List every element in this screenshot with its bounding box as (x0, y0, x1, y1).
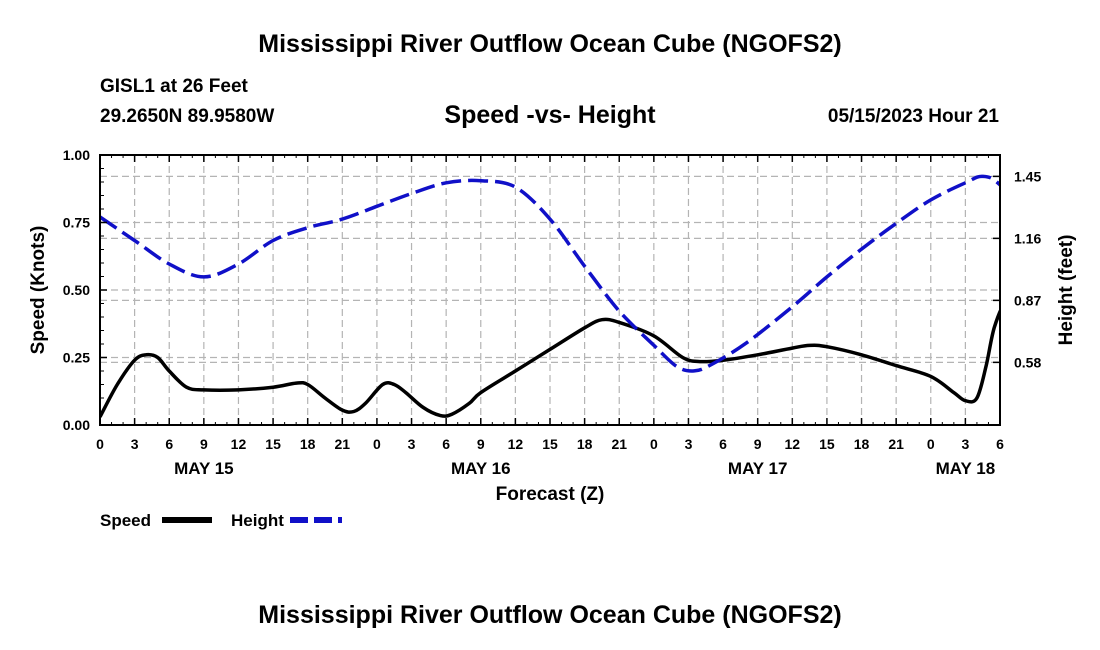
x-tick-label: 12 (231, 436, 247, 452)
x-tick-label: 15 (265, 436, 281, 452)
y2-axis-title: Height (feet) (1056, 235, 1077, 346)
x-tick-label: 9 (477, 436, 485, 452)
main-title: Mississippi River Outflow Ocean Cube (NG… (258, 30, 842, 58)
legend: Speed Height (100, 511, 342, 530)
y-tick-label: 0.00 (63, 417, 90, 433)
y-tick-label: 0.50 (63, 282, 90, 298)
x-tick-label: 0 (927, 436, 935, 452)
y2-tick-label: 0.87 (1014, 292, 1041, 308)
x-tick-label: 18 (577, 436, 593, 452)
x-tick-label: 9 (754, 436, 762, 452)
x-tick-label: 3 (961, 436, 969, 452)
legend-height-label: Height (231, 511, 284, 530)
grid-lines (100, 155, 1000, 425)
x-tick-label: 21 (611, 436, 627, 452)
x-tick-label: 6 (442, 436, 450, 452)
x-tick-label: 6 (996, 436, 1004, 452)
y-axis-title: Speed (Knots) (28, 226, 49, 355)
x-tick-label: 15 (542, 436, 558, 452)
x-tick-label: 0 (373, 436, 381, 452)
axes-layer: 0 3 6 9 12 15 18 21 0 3 6 9 12 15 18 21 0 3 6 9 12 15 18 21 0 3 6 0… (28, 147, 1077, 505)
y2-tick-label: 1.16 (1014, 230, 1041, 246)
x-tick-label: 18 (300, 436, 316, 452)
series-line-height (100, 174, 1000, 373)
y2-tick-label: 1.45 (1014, 168, 1041, 184)
x-tick-label: 3 (685, 436, 693, 452)
x-tick-label: 6 (719, 436, 727, 452)
x-tick-label: 12 (785, 436, 801, 452)
y-tick-label: 1.00 (63, 147, 90, 163)
footer-title: Mississippi River Outflow Ocean Cube (NG… (258, 601, 842, 629)
x-axis-title: Forecast (Z) (496, 484, 605, 505)
x-tick-label: 3 (408, 436, 416, 452)
x-tick-label: 21 (888, 436, 904, 452)
x-tick-label: 3 (131, 436, 139, 452)
x-date-label: MAY 16 (451, 459, 511, 478)
forecast-datetime: 05/15/2023 Hour 21 (827, 106, 999, 127)
x-tick-label: 0 (96, 436, 104, 452)
x-date-label: MAY 18 (936, 459, 996, 478)
y-tick-label: 0.75 (63, 215, 90, 231)
station-label: GISL1 at 26 Feet (100, 76, 248, 97)
y-tick-label: 0.25 (63, 350, 90, 366)
x-tick-label: 0 (650, 436, 658, 452)
legend-speed-label: Speed (100, 511, 151, 530)
x-tick-label: 6 (165, 436, 173, 452)
series-layer (100, 174, 1000, 418)
station-coordinates: 29.2650N 89.9580W (100, 106, 275, 127)
chart-subtitle: Speed -vs- Height (444, 101, 656, 129)
x-date-label: MAY 15 (174, 459, 234, 478)
x-tick-label: 12 (508, 436, 524, 452)
x-tick-label: 18 (854, 436, 870, 452)
x-tick-label: 21 (335, 436, 351, 452)
y2-tick-label: 0.58 (1014, 354, 1041, 370)
x-tick-label: 9 (200, 436, 208, 452)
x-tick-label: 15 (819, 436, 835, 452)
x-date-label: MAY 17 (728, 459, 788, 478)
series-line-speed (100, 307, 1000, 418)
